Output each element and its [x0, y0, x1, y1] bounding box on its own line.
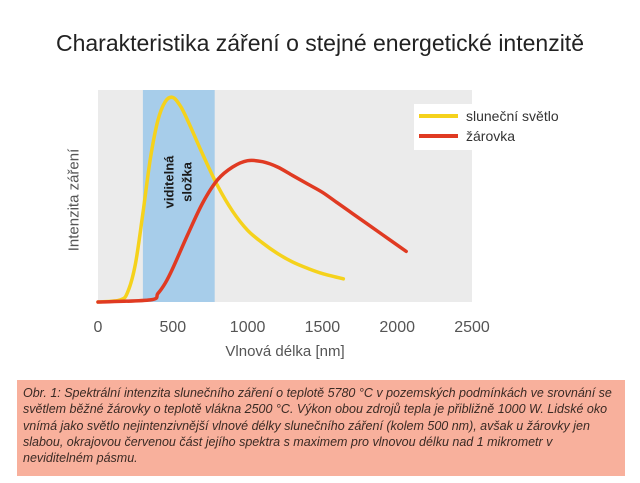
series-line-2 — [96, 158, 408, 304]
x-tick-label: 1000 — [230, 319, 266, 336]
chart-title: Charakteristika záření o stejné energeti… — [55, 30, 584, 56]
legend-label-2: žárovka — [466, 128, 515, 144]
visible-band-label-line2: složka — [180, 161, 195, 202]
visible-band — [142, 90, 215, 302]
x-tick-label: 500 — [159, 319, 186, 336]
series-line-1 — [96, 95, 346, 304]
visible-band-label-line1: viditelná — [162, 155, 177, 209]
x-tick-label: 2500 — [454, 319, 490, 336]
x-tick-label: 1500 — [305, 319, 341, 336]
x-tick-label: 0 — [94, 319, 103, 336]
x-tick-label: 2000 — [379, 319, 415, 336]
x-axis-label: Vlnová délka [nm] — [225, 343, 345, 360]
legend — [414, 104, 572, 150]
figure-caption: Obr. 1: Spektrální intenzita slunečního … — [17, 380, 625, 476]
legend-label-1: sluneční světlo — [466, 108, 559, 124]
